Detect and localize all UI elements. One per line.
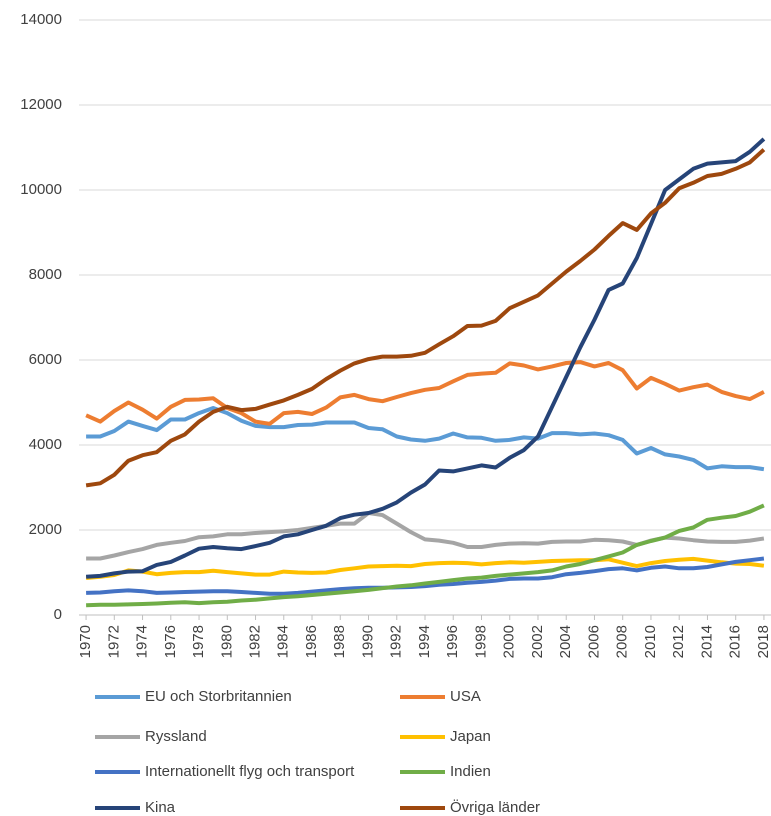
x-tick-label: 1992 bbox=[388, 625, 405, 658]
x-tick-label: 2012 bbox=[670, 625, 687, 658]
x-tick-label: 1994 bbox=[416, 625, 433, 658]
legend-label: Internationellt flyg och transport bbox=[145, 763, 355, 780]
x-tick-label: 1984 bbox=[275, 625, 292, 658]
x-tick-label: 1972 bbox=[105, 625, 122, 658]
x-tick-label: 2018 bbox=[755, 625, 771, 658]
legend-label: Kina bbox=[145, 799, 176, 816]
y-tick-label: 0 bbox=[54, 606, 62, 623]
x-tick-label: 1998 bbox=[472, 625, 489, 658]
x-tick-label: 1976 bbox=[162, 625, 179, 658]
series-line bbox=[86, 511, 765, 561]
x-tick-label: 1970 bbox=[77, 625, 94, 658]
x-tick-label: 1978 bbox=[190, 625, 207, 658]
legend-label: EU och Storbritannien bbox=[145, 688, 292, 705]
x-tick-label: 2010 bbox=[642, 625, 659, 658]
y-tick-label: 2000 bbox=[29, 521, 62, 538]
series-line bbox=[86, 406, 765, 472]
x-tick-label: 1980 bbox=[218, 625, 235, 658]
legend-label: Japan bbox=[450, 728, 491, 745]
y-tick-label: 10000 bbox=[20, 181, 62, 198]
y-tick-label: 14000 bbox=[20, 11, 62, 28]
y-tick-label: 6000 bbox=[29, 351, 62, 368]
legend-label: USA bbox=[450, 688, 481, 705]
x-tick-label: 1982 bbox=[246, 625, 263, 658]
y-tick-label: 12000 bbox=[20, 96, 62, 113]
x-tick-label: 1986 bbox=[303, 625, 320, 658]
x-tick-label: 1990 bbox=[359, 625, 376, 658]
y-tick-label: 4000 bbox=[29, 436, 62, 453]
y-tick-label: 8000 bbox=[29, 266, 62, 283]
x-tick-label: 2016 bbox=[727, 625, 744, 658]
x-tick-label: 2002 bbox=[529, 625, 546, 658]
x-tick-label: 2008 bbox=[614, 625, 631, 658]
x-tick-label: 2014 bbox=[698, 625, 715, 658]
legend-label: Ryssland bbox=[145, 728, 207, 745]
x-tick-label: 1988 bbox=[331, 625, 348, 658]
x-tick-label: 2000 bbox=[501, 625, 518, 658]
x-tick-label: 1974 bbox=[134, 625, 151, 658]
series-line bbox=[86, 503, 765, 608]
legend-label: Indien bbox=[450, 763, 491, 780]
series-line bbox=[85, 148, 766, 488]
x-tick-label: 2004 bbox=[557, 625, 574, 658]
x-tick-label: 1996 bbox=[444, 625, 461, 658]
series-line bbox=[85, 556, 765, 580]
legend-label: Övriga länder bbox=[450, 798, 540, 816]
series-line bbox=[86, 556, 765, 596]
series-line bbox=[85, 360, 765, 426]
x-tick-label: 2006 bbox=[585, 625, 602, 658]
series-line bbox=[85, 137, 766, 579]
